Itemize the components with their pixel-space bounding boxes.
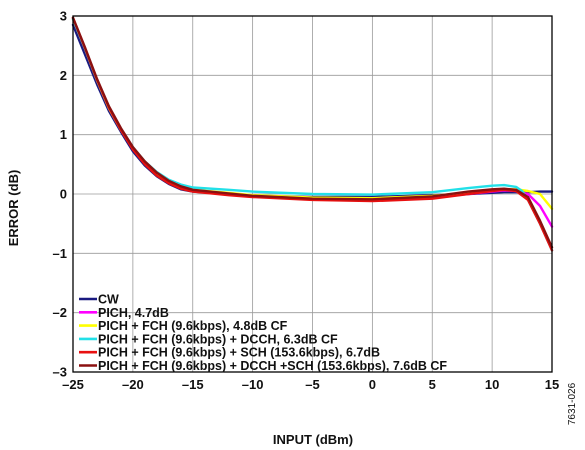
x-tick-label: 5: [429, 377, 436, 392]
legend-label: PICH + FCH (9.6kbps) + SCH (153.6kbps), …: [98, 346, 380, 360]
y-tick-label: 0: [60, 187, 67, 202]
legend-label: PICH + FCH (9.6kbps), 4.8dB CF: [98, 319, 288, 333]
x-tick-label: –10: [242, 377, 264, 392]
legend-label: PICH + FCH (9.6kbps) + DCCH +SCH (153.6k…: [98, 359, 447, 373]
y-tick-label: 2: [60, 68, 67, 83]
x-axis-label: INPUT (dBm): [273, 432, 353, 447]
y-tick-label: –1: [53, 246, 67, 261]
x-tick-label: –25: [62, 377, 84, 392]
legend-label: PICH + FCH (9.6kbps) + DCCH, 6.3dB CF: [98, 332, 338, 346]
legend-label: CW: [98, 293, 119, 307]
figure-id: 7631-026: [567, 382, 578, 425]
series-line-6: [71, 16, 554, 249]
series-layer: [71, 16, 554, 252]
x-tick-label: 0: [369, 377, 376, 392]
x-tick-label: –5: [305, 377, 319, 392]
y-tick-label: 1: [60, 127, 67, 142]
y-axis-label: ERROR (dB): [6, 170, 21, 247]
legend-label: PICH, 4.7dB: [98, 306, 169, 320]
x-tick-label: –20: [122, 377, 144, 392]
plot-frame: [72, 15, 553, 373]
y-tick-label: –2: [53, 305, 67, 320]
y-tick-label: 3: [60, 9, 67, 24]
x-tick-label: –15: [182, 377, 204, 392]
y-tick-label: –3: [53, 365, 67, 380]
x-tick-label: 15: [545, 377, 559, 392]
x-tick-label: 10: [485, 377, 499, 392]
